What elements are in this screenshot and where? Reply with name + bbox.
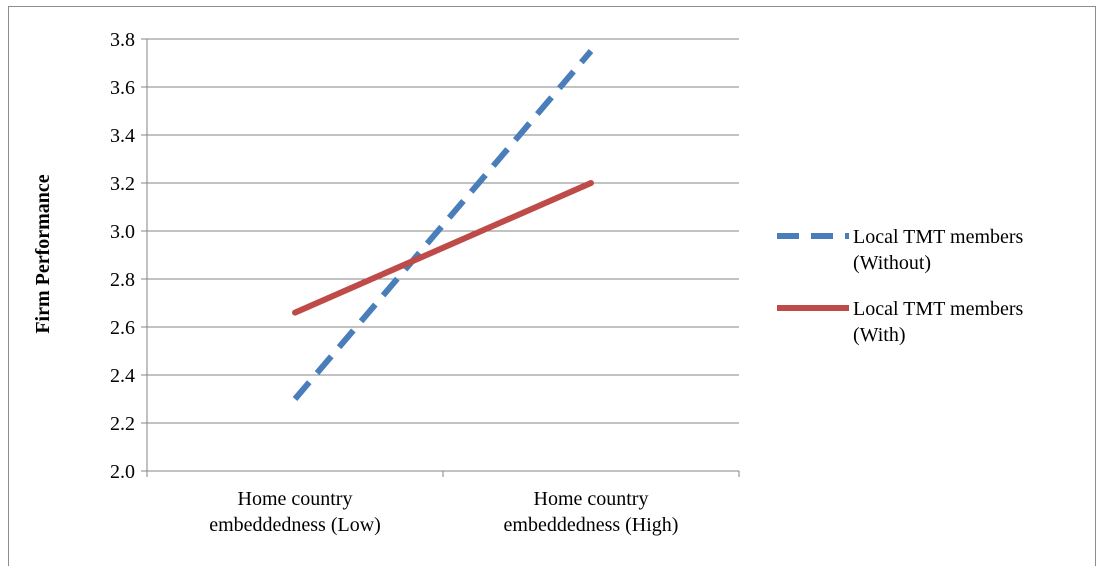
y-tick-labels: 2.0 2.2 2.4 2.6 2.8 3.0 3.2 3.4 3.6 3.8: [110, 29, 135, 483]
legend-label: Local TMT members (With): [853, 298, 1024, 346]
y-tick-label: 2.2: [110, 413, 135, 435]
x-tick-label: Home country embeddedness (High): [504, 488, 679, 536]
series-lines: [292, 49, 594, 401]
y-tick-label: 2.0: [110, 461, 135, 483]
y-tick-label: 3.8: [110, 29, 135, 51]
series-line: [292, 180, 594, 316]
chart-area: 2.0 2.2 2.4 2.6 2.8 3.0 3.2 3.4 3.6 3.8 Home coun…: [8, 6, 1096, 566]
gridlines: [147, 38, 739, 424]
line-chart: 2.0 2.2 2.4 2.6 2.8 3.0 3.2 3.4 3.6 3.8 Home coun…: [32, 29, 1024, 536]
y-axis-label: Firm Performance: [32, 174, 54, 333]
x-tick-label: Home country embeddedness (Low): [209, 488, 381, 536]
legend: Local TMT members (Without) Local TMT memb…: [777, 226, 1024, 346]
y-tick-label: 3.0: [110, 221, 135, 243]
series-line: [292, 49, 594, 401]
x-tick-labels: Home country embeddedness (Low) Home count…: [209, 488, 678, 536]
y-tick-label: 2.8: [110, 269, 135, 291]
y-tick-label: 2.4: [110, 365, 135, 387]
y-tick-label: 3.6: [110, 77, 135, 99]
axes: [141, 38, 740, 477]
legend-label: Local TMT members (Without): [853, 226, 1024, 274]
y-tick-label: 2.6: [110, 317, 135, 339]
y-tick-label: 3.2: [110, 173, 135, 195]
y-tick-label: 3.4: [110, 125, 135, 147]
